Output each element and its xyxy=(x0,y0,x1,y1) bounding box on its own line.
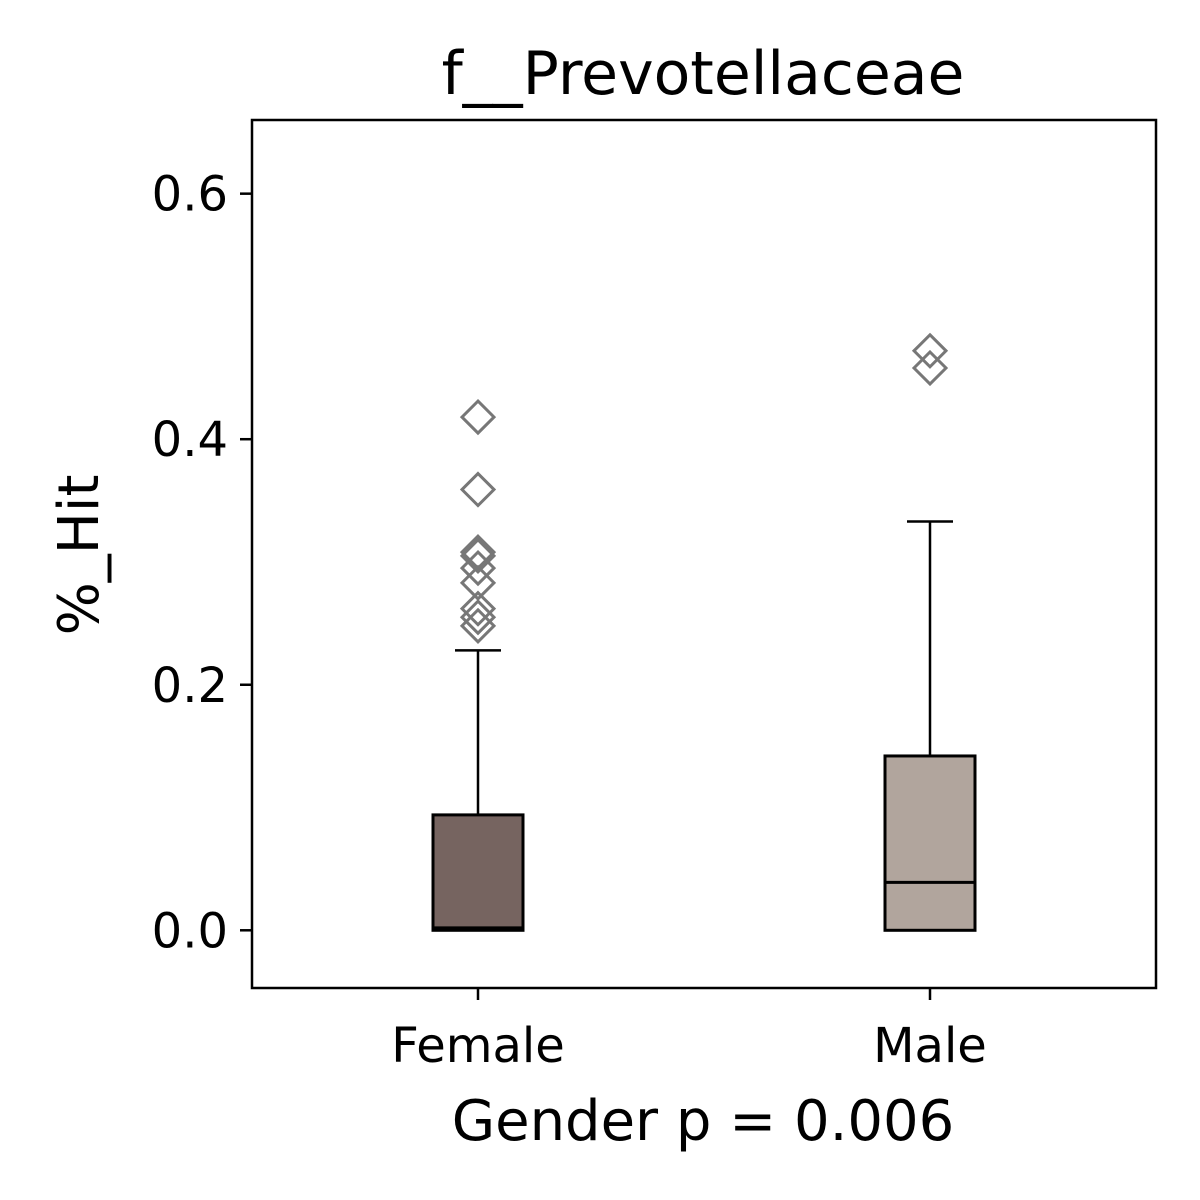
x-axis-label: Gender p = 0.006 xyxy=(452,1089,955,1154)
x-tick-label: Female xyxy=(391,1018,565,1074)
outlier-point xyxy=(459,398,497,436)
plot-frame xyxy=(250,118,1158,990)
y-axis: 0.0 0.2 0.4 0.6 xyxy=(152,167,252,959)
box-male xyxy=(883,332,977,932)
y-tick-label: 0.0 xyxy=(152,903,228,959)
y-tick-label: 0.4 xyxy=(152,412,228,468)
y-tick-label: 0.2 xyxy=(152,658,228,714)
plot-area xyxy=(431,332,977,932)
outlier-point xyxy=(459,549,497,587)
outlier-point xyxy=(911,349,949,387)
outlier-point xyxy=(459,599,497,636)
x-axis: Female Male xyxy=(391,988,987,1074)
outlier-point xyxy=(459,471,497,508)
outlier-point xyxy=(911,332,949,369)
outlier-point xyxy=(459,607,497,644)
box-body xyxy=(431,813,525,932)
box-female xyxy=(431,398,525,932)
chart-title: f__Prevotellaceae xyxy=(442,39,965,109)
x-tick-label: Male xyxy=(873,1018,987,1074)
outlier-point xyxy=(459,564,497,601)
box-body xyxy=(883,754,977,932)
y-axis-label: %_Hit xyxy=(47,475,112,636)
y-tick-label: 0.6 xyxy=(152,167,228,223)
outlier-point xyxy=(459,537,497,574)
outlier-point xyxy=(459,590,497,627)
